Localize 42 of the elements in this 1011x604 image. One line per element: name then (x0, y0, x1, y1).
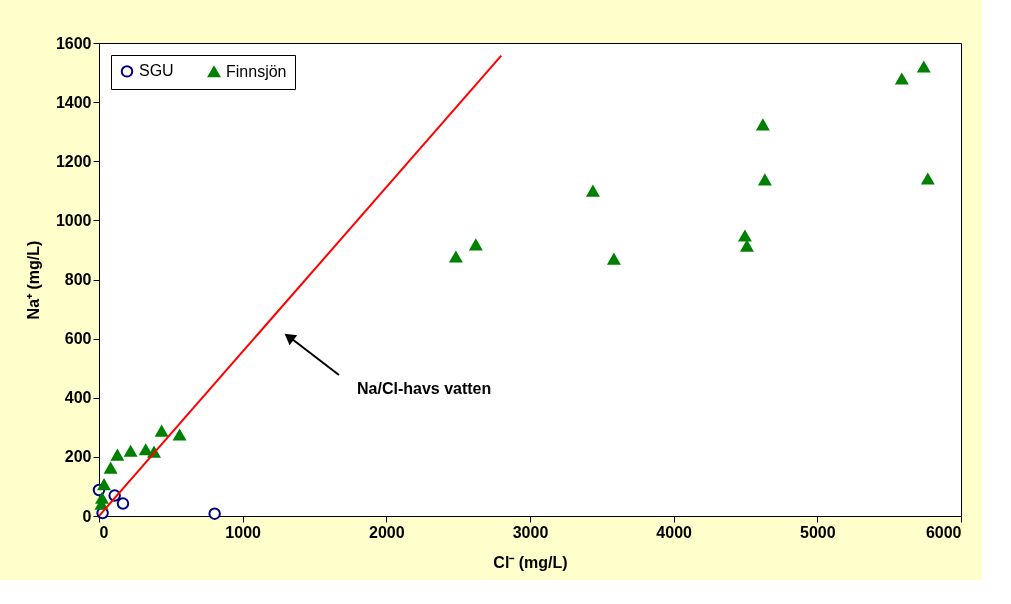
point (756, 119, 770, 131)
point (104, 462, 117, 474)
x-tick-label: 0 (99, 523, 109, 541)
legend-label: SGU (139, 62, 174, 80)
point (449, 251, 463, 263)
point (740, 240, 754, 252)
x-tick-label: 2000 (369, 523, 405, 541)
point (173, 429, 186, 441)
y-tick-label: 1600 (55, 34, 92, 52)
point (921, 173, 935, 185)
y-tick-label: 1000 (55, 211, 92, 229)
y-tick-label: 1200 (55, 152, 92, 170)
x-tick-label: 3000 (512, 523, 549, 541)
point (95, 492, 109, 504)
point (586, 185, 600, 197)
legend-label: Finnsjön (226, 62, 287, 80)
point (111, 449, 124, 461)
y-tick-label: 0 (82, 507, 92, 525)
point (758, 174, 772, 186)
point (738, 230, 752, 242)
point (116, 497, 130, 510)
point (97, 479, 111, 491)
y-tick-label: 1400 (55, 93, 92, 111)
point (155, 425, 168, 437)
annotation: Na/Cl-havs vatten (357, 380, 492, 397)
point (607, 253, 621, 265)
y-tick-label: 600 (64, 330, 92, 348)
point (124, 445, 137, 457)
y-tick-label: 400 (64, 389, 92, 407)
point (469, 239, 483, 251)
x-tick-label: 6000 (925, 523, 962, 541)
x-tick-label: 5000 (800, 523, 836, 541)
point (139, 444, 152, 456)
x-tick-label: 4000 (656, 523, 693, 541)
y-tick-label: 800 (64, 271, 92, 288)
x-tick-label: 1000 (225, 523, 262, 541)
x-axis-title: Cl⁻ (mg/L) (493, 553, 568, 571)
point (895, 73, 909, 85)
y-axis-title: Na⁺ (mg/L) (24, 240, 42, 320)
y-tick-label: 200 (64, 448, 92, 466)
point (208, 507, 221, 520)
point (917, 61, 931, 73)
